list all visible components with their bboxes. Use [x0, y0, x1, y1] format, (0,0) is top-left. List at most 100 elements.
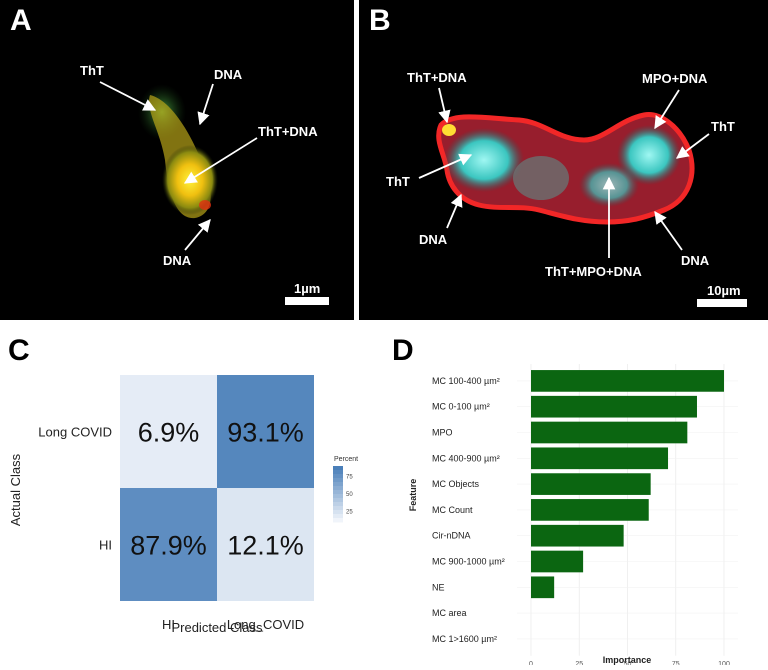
heatmap-ylabel: Actual Class	[8, 453, 23, 526]
heatmap-cell	[120, 375, 217, 488]
heatmap-cell-label: 93.1%	[227, 418, 304, 448]
arrow-b-tht-left	[418, 153, 473, 179]
bar-category-label: MC 100-400 µm²	[432, 376, 500, 386]
micrograph-b: ThT+DNA ThT DNA MPO+DNA ThT DNA ThT+MPO+…	[359, 0, 768, 320]
importance-bar	[531, 473, 651, 495]
label-tht: ThT	[80, 63, 104, 78]
heatmap-x-tick: HI	[162, 617, 175, 632]
panel-letter-d: D	[392, 334, 414, 367]
importance-bar	[531, 499, 649, 521]
label-dna-top: DNA	[214, 67, 243, 82]
legend-gradient-step	[333, 506, 343, 511]
arrow-b-tht-right	[675, 133, 710, 159]
importance-bar	[531, 576, 555, 599]
legend-gradient-step	[333, 470, 343, 475]
legend-gradient-step	[333, 474, 343, 479]
legend-gradient-step	[333, 482, 343, 487]
arrow-tht-dna	[183, 137, 258, 184]
heatmap-cell	[120, 488, 217, 601]
heatmap-y-tick: HI	[99, 538, 112, 553]
scale-bar-label-b: 10µm	[707, 283, 741, 298]
legend-gradient-step	[333, 494, 343, 499]
arrow-b-dna-right	[654, 210, 683, 251]
arrow-b-mpo-dna	[654, 89, 680, 130]
bar-category-label: MC 0-100 µm²	[432, 402, 490, 412]
micrograph-b-canvas: ThT+DNA ThT DNA MPO+DNA ThT DNA ThT+MPO+…	[386, 70, 747, 307]
label-tht-dna: ThT+DNA	[258, 124, 318, 139]
bar-x-tick: 100	[718, 661, 730, 665]
heatmap-cell-label: 12.1%	[227, 531, 304, 561]
panel-letter-c: C	[8, 334, 30, 367]
dna-edge-a	[199, 200, 211, 210]
arrow-b-tht-dna	[438, 87, 451, 124]
tht-region-right	[617, 125, 681, 185]
bar-x-tick: 25	[575, 661, 583, 665]
heatmap-x-tick: Long_COVID	[227, 617, 304, 632]
legend-gradient-step	[333, 514, 343, 519]
panel-letter-a: A	[10, 4, 32, 37]
tht-region-left	[444, 128, 524, 192]
legend-gradient-step	[333, 510, 343, 515]
importance-bar	[531, 370, 724, 392]
legend-tick: 25	[346, 510, 353, 516]
legend-tick: 75	[346, 475, 353, 481]
bar-category-label: MC 900-1000 µm²	[432, 557, 505, 567]
bar-category-label: MPO	[432, 428, 453, 438]
legend-gradient-step	[333, 502, 343, 507]
bar-x-tick: 75	[672, 661, 680, 665]
legend-gradient-step	[333, 490, 343, 495]
legend-gradient-step	[333, 518, 343, 523]
legend-tick: 50	[346, 492, 353, 498]
legend-gradient-step	[333, 486, 343, 491]
heatmap-y-tick: Long COVID	[38, 425, 112, 440]
heatmap-cell-label: 6.9%	[138, 418, 200, 448]
bar-category-label: MC Count	[432, 505, 473, 515]
arrow-dna-top	[197, 83, 214, 126]
bar-category-label: MC Objects	[432, 479, 480, 489]
label-b-dna-left: DNA	[419, 232, 448, 247]
confusion-matrix-chart: Actual Class Predicted Class Percent 6.9…	[8, 375, 358, 635]
micrograph-a-canvas: ThT DNA ThT+DNA DNA 1µm	[80, 63, 329, 305]
heatmap-xlabel: Predicted Class	[171, 620, 263, 635]
dark-region	[513, 156, 569, 200]
label-b-tht-dna: ThT+DNA	[407, 70, 467, 85]
importance-bar	[531, 524, 624, 547]
scale-bar-a	[285, 297, 329, 305]
arrow-dna-bottom	[184, 219, 211, 251]
feature-importance-panel: D Feature Importance 0 25 50 75 100 MC 100-4…	[384, 330, 768, 668]
micrograph-a: ThT DNA ThT+DNA DNA 1µm A	[0, 0, 354, 320]
scale-bar-b	[697, 299, 747, 307]
arrow-b-dna-left	[446, 193, 463, 229]
heatmap-cell	[217, 488, 314, 601]
bar-category-label: MC area	[432, 608, 467, 618]
feature-importance-chart: Feature Importance 0 25 50 75 100 MC 100-400…	[408, 364, 738, 668]
label-b-tht-mpo-dna: ThT+MPO+DNA	[545, 264, 642, 279]
legend-gradient-step	[333, 478, 343, 483]
label-dna-bottom: DNA	[163, 253, 192, 268]
bar-category-label: Cir-nDNA	[432, 531, 471, 541]
legend-gradient-step	[333, 498, 343, 503]
label-b-dna-right: DNA	[681, 253, 710, 268]
panel-letter-b: B	[369, 4, 391, 37]
importance-bar	[531, 395, 697, 418]
bar-ylabel: Feature	[408, 479, 418, 512]
importance-bar	[531, 447, 669, 470]
bar-xlabel: Importance	[603, 655, 652, 665]
label-b-tht-right: ThT	[711, 119, 735, 134]
arrow-tht	[99, 81, 157, 111]
heatmap-cell-label: 87.9%	[130, 531, 207, 561]
bar-category-label: MC 400-900 µm²	[432, 453, 500, 463]
bar-category-label: MC 1>1600 µm²	[432, 634, 497, 644]
label-b-tht-left: ThT	[386, 174, 410, 189]
bar-x-tick: 0	[529, 661, 533, 665]
bar-category-label: NE	[432, 582, 445, 592]
legend-gradient-step	[333, 466, 343, 471]
dna-spot	[442, 124, 456, 136]
importance-bar	[531, 421, 688, 444]
bar-x-tick: 50	[624, 661, 632, 665]
heatmap-cell	[217, 375, 314, 488]
confusion-matrix-panel: C Actual Class Predicted Class Percent 6…	[0, 330, 380, 665]
importance-bar	[531, 550, 584, 573]
label-b-mpo-dna: MPO+DNA	[642, 71, 708, 86]
scale-bar-label-a: 1µm	[294, 281, 320, 296]
